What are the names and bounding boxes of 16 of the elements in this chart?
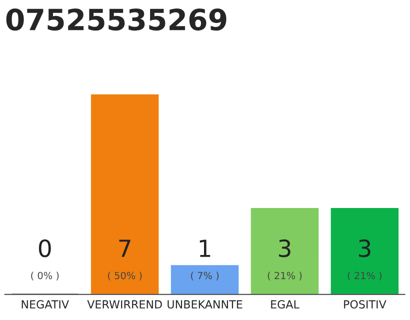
chart-title: 07525535269 bbox=[6, 8, 226, 31]
annotation: ( 50% ) bbox=[108, 272, 142, 280]
annotation: ( 7% ) bbox=[191, 272, 219, 280]
data-label: 7 bbox=[119, 240, 130, 257]
data-label: 0 bbox=[38, 239, 51, 258]
data-label: 1 bbox=[200, 240, 210, 257]
x-tick-label: EGAL bbox=[271, 300, 300, 309]
x-tick-label: POSITIV bbox=[344, 300, 386, 309]
data-label: 3 bbox=[358, 239, 370, 258]
data-label: 3 bbox=[279, 239, 290, 258]
annotation: ( 21% ) bbox=[348, 272, 382, 280]
annotation: ( 21% ) bbox=[268, 272, 302, 280]
x-tick-label: VERWIRREND bbox=[87, 300, 162, 308]
x-tick-label: UNBEKANNTE bbox=[168, 300, 242, 309]
x-tick-label: NEGATIV bbox=[22, 300, 69, 309]
annotation: ( 0% ) bbox=[31, 272, 59, 280]
